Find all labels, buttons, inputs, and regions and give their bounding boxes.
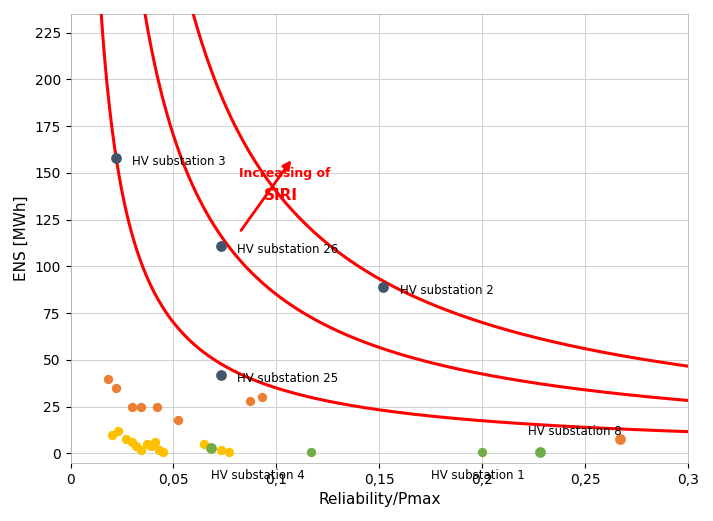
Point xyxy=(306,448,317,456)
Point xyxy=(110,384,121,392)
Point xyxy=(378,283,389,291)
Point xyxy=(151,403,163,411)
X-axis label: Reliability/Pmax: Reliability/Pmax xyxy=(318,492,441,507)
Point xyxy=(215,445,227,454)
Point xyxy=(256,393,267,402)
Text: HV substation 25: HV substation 25 xyxy=(237,372,339,385)
Text: HV substation 26: HV substation 26 xyxy=(237,243,339,256)
Point xyxy=(135,445,146,454)
Point xyxy=(135,403,146,411)
Point xyxy=(127,438,138,446)
Point xyxy=(130,442,142,450)
Text: HV substation 4: HV substation 4 xyxy=(210,469,304,482)
Point xyxy=(106,430,118,439)
Point xyxy=(615,435,626,443)
Point xyxy=(112,427,123,435)
Text: Increasing of: Increasing of xyxy=(240,167,331,180)
Text: HV substation 1: HV substation 1 xyxy=(431,469,525,482)
Point xyxy=(534,448,545,456)
Point xyxy=(244,397,255,405)
Point xyxy=(172,416,183,424)
Y-axis label: ENS [MWh]: ENS [MWh] xyxy=(14,195,29,281)
Point xyxy=(158,448,169,456)
Point xyxy=(223,448,235,456)
Text: HV substation 3: HV substation 3 xyxy=(133,155,226,168)
Point xyxy=(120,435,132,443)
Point xyxy=(476,448,488,456)
Point xyxy=(102,375,113,383)
Text: HV substation 2: HV substation 2 xyxy=(400,284,493,297)
Text: HV substation 8: HV substation 8 xyxy=(528,425,621,438)
Point xyxy=(153,445,165,454)
Point xyxy=(110,154,121,162)
Point xyxy=(215,242,227,250)
Point xyxy=(141,440,153,448)
Point xyxy=(215,371,227,379)
Text: SIRI: SIRI xyxy=(264,188,298,203)
Point xyxy=(149,438,160,446)
Point xyxy=(205,444,216,452)
Point xyxy=(145,442,157,450)
Point xyxy=(127,403,138,411)
Point xyxy=(199,440,210,448)
